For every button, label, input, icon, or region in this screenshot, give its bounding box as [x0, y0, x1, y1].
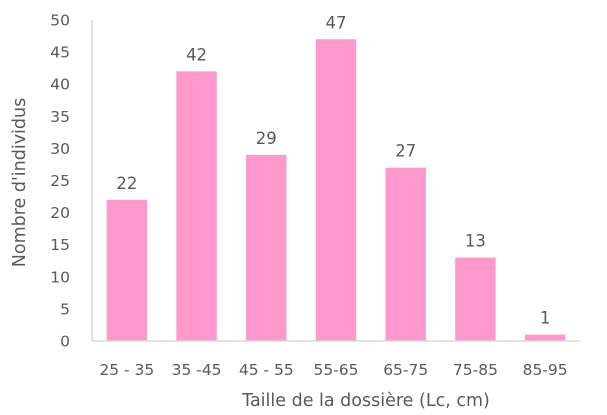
y-tick-label: 15 [50, 236, 70, 254]
x-tick-label: 75-85 [453, 361, 498, 379]
bar-value-label: 1 [540, 309, 551, 328]
bar-value-label: 29 [256, 129, 277, 148]
x-tick-label: 45 - 55 [239, 361, 294, 379]
y-tick-label: 45 [50, 44, 70, 62]
x-tick-label: 65-75 [383, 361, 428, 379]
bar-value-label: 22 [116, 174, 137, 193]
x-tick-label: 35 -45 [172, 361, 222, 379]
y-tick-label: 50 [50, 12, 70, 30]
x-tick-label: 25 - 35 [99, 361, 154, 379]
bar [385, 167, 426, 341]
bar [176, 71, 217, 342]
x-axis-ticks: 25 - 35 35 -45 45 - 55 55-65 65-75 75-85 85-95 [99, 361, 567, 379]
bar [246, 154, 287, 341]
bar [315, 39, 357, 341]
bar [524, 334, 566, 341]
y-axis-ticks: 0 5 10 15 20 25 30 35 40 45 50 [50, 12, 70, 351]
x-tick-label: 55-65 [313, 361, 358, 379]
y-tick-label: 0 [60, 333, 70, 351]
x-axis-title: Taille de la dossière (Lc, cm) [241, 391, 490, 411]
bar [455, 257, 496, 341]
bars [106, 39, 566, 342]
y-tick-label: 40 [50, 76, 70, 94]
bar-value-label: 13 [465, 232, 486, 251]
bar-value-label: 47 [326, 13, 347, 32]
y-tick-label: 30 [50, 140, 70, 158]
y-axis-title: Nombre d'individus [10, 98, 30, 267]
y-tick-label: 5 [60, 300, 70, 318]
bar [106, 199, 148, 341]
y-tick-label: 25 [50, 172, 70, 190]
y-tick-label: 35 [50, 108, 70, 126]
y-tick-label: 20 [50, 204, 70, 222]
data-labels: 22 42 29 47 27 13 1 [116, 13, 550, 327]
x-tick-label: 85-95 [523, 361, 568, 379]
bar-value-label: 27 [395, 142, 416, 161]
y-tick-label: 10 [50, 268, 70, 286]
bar-value-label: 42 [186, 45, 207, 64]
